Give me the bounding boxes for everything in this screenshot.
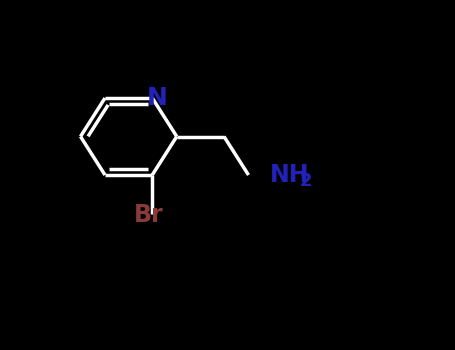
Text: 2: 2 (299, 172, 312, 190)
Text: NH: NH (269, 163, 309, 187)
Text: N: N (147, 86, 168, 110)
Text: Br: Br (134, 203, 163, 227)
